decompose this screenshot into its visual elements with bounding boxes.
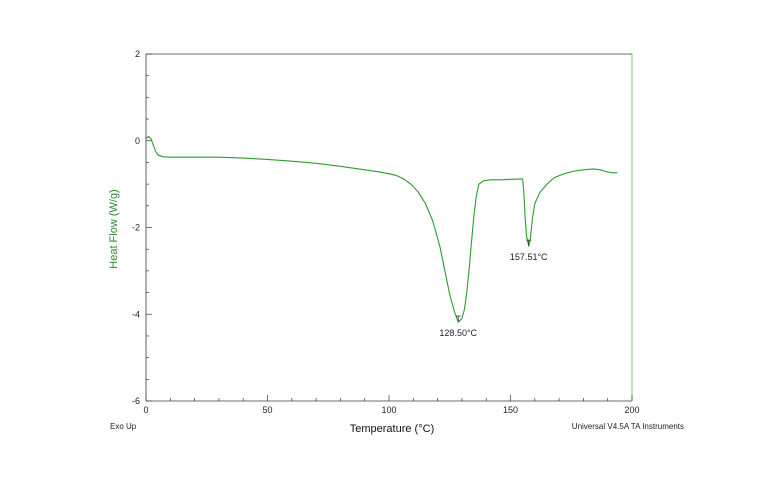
x-tick-label: 150 bbox=[503, 405, 518, 415]
heat-flow-line bbox=[145, 135, 618, 323]
series-layer bbox=[145, 135, 618, 323]
footer-exo-up: Exo Up bbox=[110, 422, 137, 431]
y-axis-title: Heat Flow (W/g) bbox=[108, 189, 120, 268]
x-tick-label: 100 bbox=[381, 405, 396, 415]
annotations-layer: 128.50°C 157.51°C bbox=[439, 239, 548, 338]
peak-label: 157.51°C bbox=[510, 252, 548, 262]
y-tick-label: 2 bbox=[135, 49, 140, 59]
y-tick-label: -4 bbox=[132, 309, 140, 319]
x-tick-label: 0 bbox=[143, 405, 148, 415]
footer-instrument: Universal V4.5A TA Instruments bbox=[572, 422, 684, 431]
y-tick-label: -2 bbox=[132, 223, 140, 233]
x-tick-label: 200 bbox=[624, 405, 639, 415]
x-tick-label: 50 bbox=[262, 405, 272, 415]
peak-label: 128.50°C bbox=[439, 328, 477, 338]
ticks-layer: 0 50 100 150 200 2 0 -2 -4 -6 bbox=[132, 49, 640, 415]
plot-frame-layer bbox=[145, 53, 633, 402]
y-tick-label: 0 bbox=[135, 136, 140, 146]
x-axis-title: Temperature (°C) bbox=[350, 423, 434, 435]
y-tick-label: -6 bbox=[132, 396, 140, 406]
